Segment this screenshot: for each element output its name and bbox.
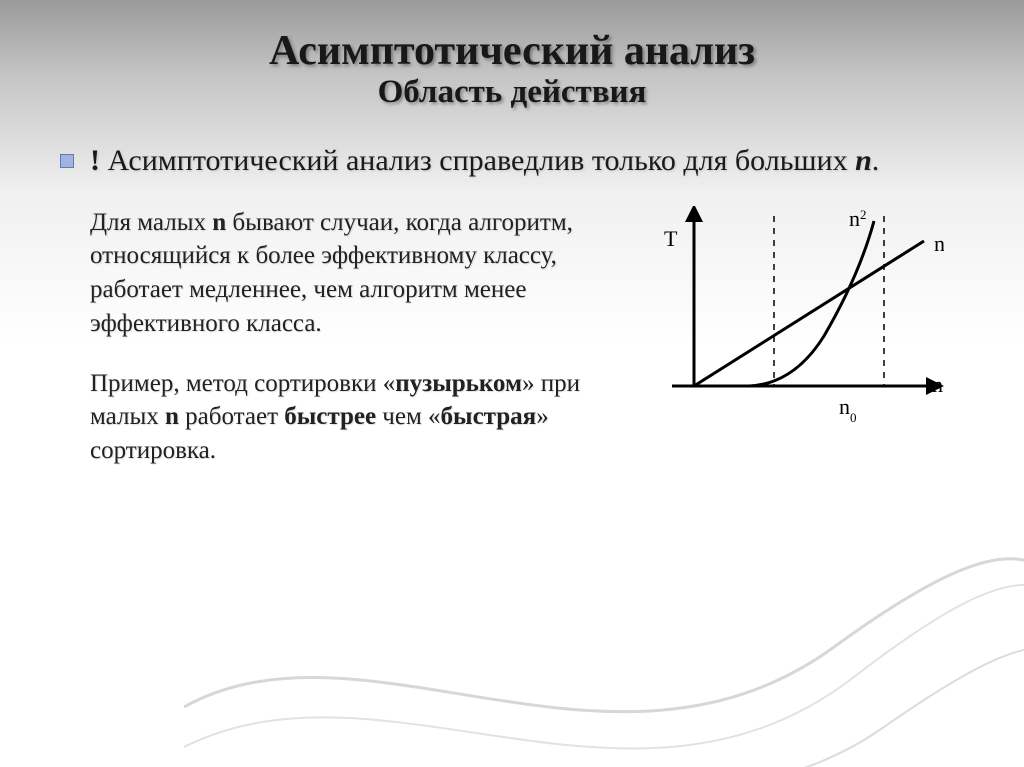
svg-text:n0: n0 (839, 394, 857, 425)
paragraph-column: Для малых n бывают случаи, когда алгорит… (90, 206, 634, 494)
lead-row: ! Асимптотический анализ справедлив толь… (60, 141, 964, 182)
svg-text:n: n (934, 231, 944, 256)
lead-body: Асимптотический анализ справедлив только… (100, 144, 855, 177)
bullet-icon (60, 154, 74, 168)
lead-tail: . (872, 144, 880, 177)
slide-title: Асимптотический анализ (60, 28, 964, 74)
slide-subtitle: Область действия (60, 74, 964, 111)
svg-text:T: T (664, 226, 678, 251)
slide-content: Асимптотический анализ Область действия … (0, 0, 1024, 494)
svg-text:n2: n2 (849, 206, 867, 231)
title-block: Асимптотический анализ Область действия (60, 28, 964, 111)
svg-text:n: n (932, 372, 943, 397)
lead-text: ! Асимптотический анализ справедлив толь… (90, 141, 879, 182)
decorative-swirl (184, 447, 1024, 767)
columns: Для малых n бывают случаи, когда алгорит… (90, 206, 964, 494)
paragraph-2: Пример, метод сортировки «пузырьком» при… (90, 367, 634, 468)
lead-n: n (855, 144, 872, 177)
complexity-chart: Tn n n2 n0 (644, 206, 944, 426)
lead-bang: ! (90, 144, 100, 177)
paragraph-1: Для малых n бывают случаи, когда алгорит… (90, 206, 634, 341)
chart-column: Tn n n2 n0 (644, 206, 964, 431)
